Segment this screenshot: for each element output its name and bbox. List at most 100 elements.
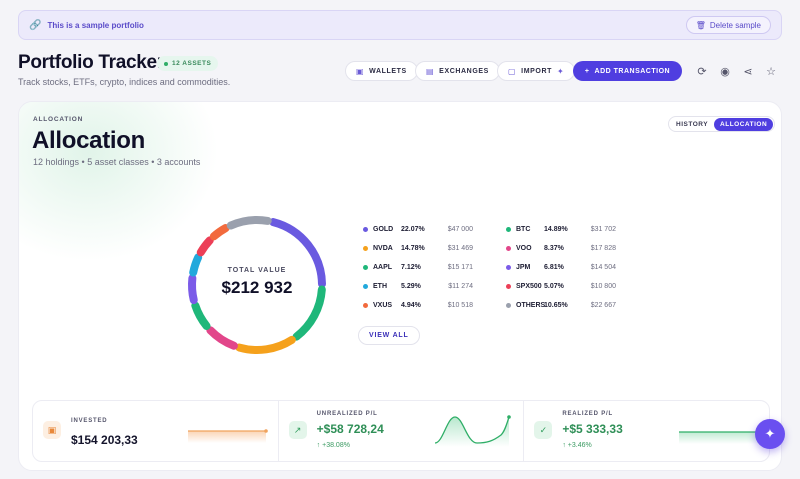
invested-sparkline <box>187 429 268 443</box>
stat-invested: ▣ INVESTED $154 203,33 <box>33 401 279 461</box>
legend-percent: 7.12% <box>401 264 421 271</box>
stat-label: UNREALIZED P/L <box>316 411 378 417</box>
legend-percent: 14.78% <box>401 245 425 252</box>
legend-item[interactable]: NVDA 14.78% $31 469 <box>363 239 473 258</box>
import-button[interactable]: ▢ IMPORT ✦ <box>497 61 576 81</box>
legend-item[interactable]: BTC 14.89% $31 702 <box>506 220 616 239</box>
legend-symbol: VOO <box>516 245 532 252</box>
stat-value: $154 203,33 <box>71 433 138 447</box>
wallets-button[interactable]: ▣ WALLETS <box>345 61 418 81</box>
donut-segment-gold[interactable] <box>269 218 326 288</box>
legend-dot-icon <box>363 227 368 232</box>
legend-percent: 10.65% <box>544 302 568 309</box>
sparkle-icon: ✦ <box>764 426 776 441</box>
add-transaction-label: ADD TRANSACTION <box>594 67 671 75</box>
legend-value: $14 504 <box>590 264 616 271</box>
legend-symbol: AAPL <box>373 264 393 271</box>
donut-segment-btc[interactable] <box>292 285 326 341</box>
legend-value: $22 667 <box>590 302 616 309</box>
allocation-card: ALLOCATION Allocation 12 holdings • 5 as… <box>18 101 782 471</box>
legend-item[interactable]: AAPL 7.12% $15 171 <box>363 258 473 277</box>
legend-dot-icon <box>363 303 368 308</box>
legend-symbol: NVDA <box>373 245 393 252</box>
donut-segment-spx500[interactable] <box>196 236 214 257</box>
stat-realized: ✓ REALIZED P/L +$5 333,33 ↑ +3.46% <box>524 401 770 461</box>
page-title: Portfolio Tracker <box>18 52 164 73</box>
wallets-label: WALLETS <box>369 67 407 75</box>
stat-value: +$58 728,24 <box>316 422 384 436</box>
delete-sample-label: Delete sample <box>709 20 761 30</box>
legend-value: $15 171 <box>447 264 473 271</box>
legend-dot-icon <box>506 284 511 289</box>
total-value-label: TOTAL VALUE <box>227 267 287 274</box>
ai-assistant-button[interactable]: ✦ <box>755 419 785 449</box>
import-label: IMPORT <box>521 67 552 75</box>
donut-segment-nvda[interactable] <box>235 335 296 354</box>
legend-item[interactable]: SPX500 5.07% $10 800 <box>506 277 616 296</box>
unrealized-sparkline <box>435 415 512 447</box>
donut-segment-jpm[interactable] <box>188 274 198 305</box>
total-value: $212 932 <box>221 278 293 297</box>
tab-history[interactable]: HISTORY <box>676 120 709 128</box>
donut-segment-others[interactable] <box>226 216 272 230</box>
legend-item[interactable]: OTHERS 10.65% $22 667 <box>506 296 616 315</box>
wallet-icon: ▣ <box>356 66 365 76</box>
allocation-title: Allocation <box>32 127 146 154</box>
sample-banner: 🔗 This is a sample portfolio 🗑 Delete sa… <box>18 10 782 40</box>
donut-segment-aapl[interactable] <box>191 301 211 330</box>
legend-item[interactable]: VXUS 4.94% $10 518 <box>363 296 473 315</box>
delete-sample-button[interactable]: 🗑 Delete sample <box>685 16 771 34</box>
page-subtitle: Track stocks, ETFs, crypto, indices and … <box>18 77 231 87</box>
sparkle-icon: ✦ <box>557 66 565 76</box>
legend-percent: 4.94% <box>401 302 421 309</box>
legend-percent: 5.29% <box>401 283 421 290</box>
stat-change: ↑ +3.46% <box>562 442 592 449</box>
stat-value: +$5 333,33 <box>562 422 623 436</box>
allocation-donut-chart <box>188 216 326 354</box>
realized-sparkline <box>679 431 770 444</box>
legend-dot-icon <box>363 284 368 289</box>
donut-center: TOTAL VALUE $212 932 <box>207 267 307 298</box>
stat-change: ↑ +38.08% <box>316 442 350 449</box>
exchanges-button[interactable]: ▤ EXCHANGES <box>415 61 500 81</box>
legend-item[interactable]: ETH 5.29% $11 274 <box>363 277 473 296</box>
add-transaction-button[interactable]: + ADD TRANSACTION <box>573 61 682 81</box>
view-all-button[interactable]: VIEW ALL <box>358 326 420 345</box>
refresh-icon[interactable]: ⟳ <box>697 65 707 78</box>
legend-dot-icon <box>506 246 511 251</box>
legend-item[interactable]: VOO 8.37% $17 828 <box>506 239 616 258</box>
stat-label: INVESTED <box>71 418 108 424</box>
legend-symbol: SPX500 <box>516 283 542 290</box>
stat-unrealized: ↗ UNREALIZED P/L +$58 728,24 ↑ +38.08% <box>279 401 525 461</box>
legend-value: $31 469 <box>447 245 473 252</box>
legend-symbol: VXUS <box>373 302 393 309</box>
legend-dot-icon <box>506 227 511 232</box>
star-icon[interactable]: ☆ <box>766 65 776 78</box>
trend-icon: ↗ <box>288 421 307 439</box>
legend-value: $10 518 <box>447 302 473 309</box>
donut-segment-eth[interactable] <box>189 253 203 277</box>
legend-value: $10 800 <box>590 283 616 290</box>
section-kicker: ALLOCATION <box>33 116 84 123</box>
eye-icon[interactable]: ◉ <box>720 65 730 78</box>
legend-item[interactable]: GOLD 22.07% $47 000 <box>363 220 473 239</box>
legend-percent: 22.07% <box>401 226 425 233</box>
legend-percent: 5.07% <box>544 283 564 290</box>
legend-item[interactable]: JPM 6.81% $14 504 <box>506 258 616 277</box>
legend-symbol: BTC <box>516 226 531 233</box>
legend-percent: 14.89% <box>544 226 568 233</box>
wallet-icon: ▣ <box>43 421 61 439</box>
holdings-legend-left: GOLD 22.07% $47 000 NVDA 14.78% $31 469 AAPL 7.… <box>363 220 473 315</box>
donut-segment-voo[interactable] <box>206 326 238 350</box>
legend-dot-icon <box>506 265 511 270</box>
legend-value: $47 000 <box>447 226 473 233</box>
donut-segment-vxus[interactable] <box>209 224 230 241</box>
status-dot-icon <box>164 61 168 66</box>
share-icon[interactable]: ⋖ <box>743 65 753 78</box>
tab-allocation[interactable]: ALLOCATION <box>714 117 774 131</box>
stat-label: REALIZED P/L <box>562 411 613 417</box>
legend-dot-icon <box>506 303 511 308</box>
view-toggle: HISTORY ALLOCATION <box>668 116 776 132</box>
assets-count-label: 12 ASSETS <box>172 60 212 67</box>
legend-symbol: OTHERS <box>516 302 546 309</box>
